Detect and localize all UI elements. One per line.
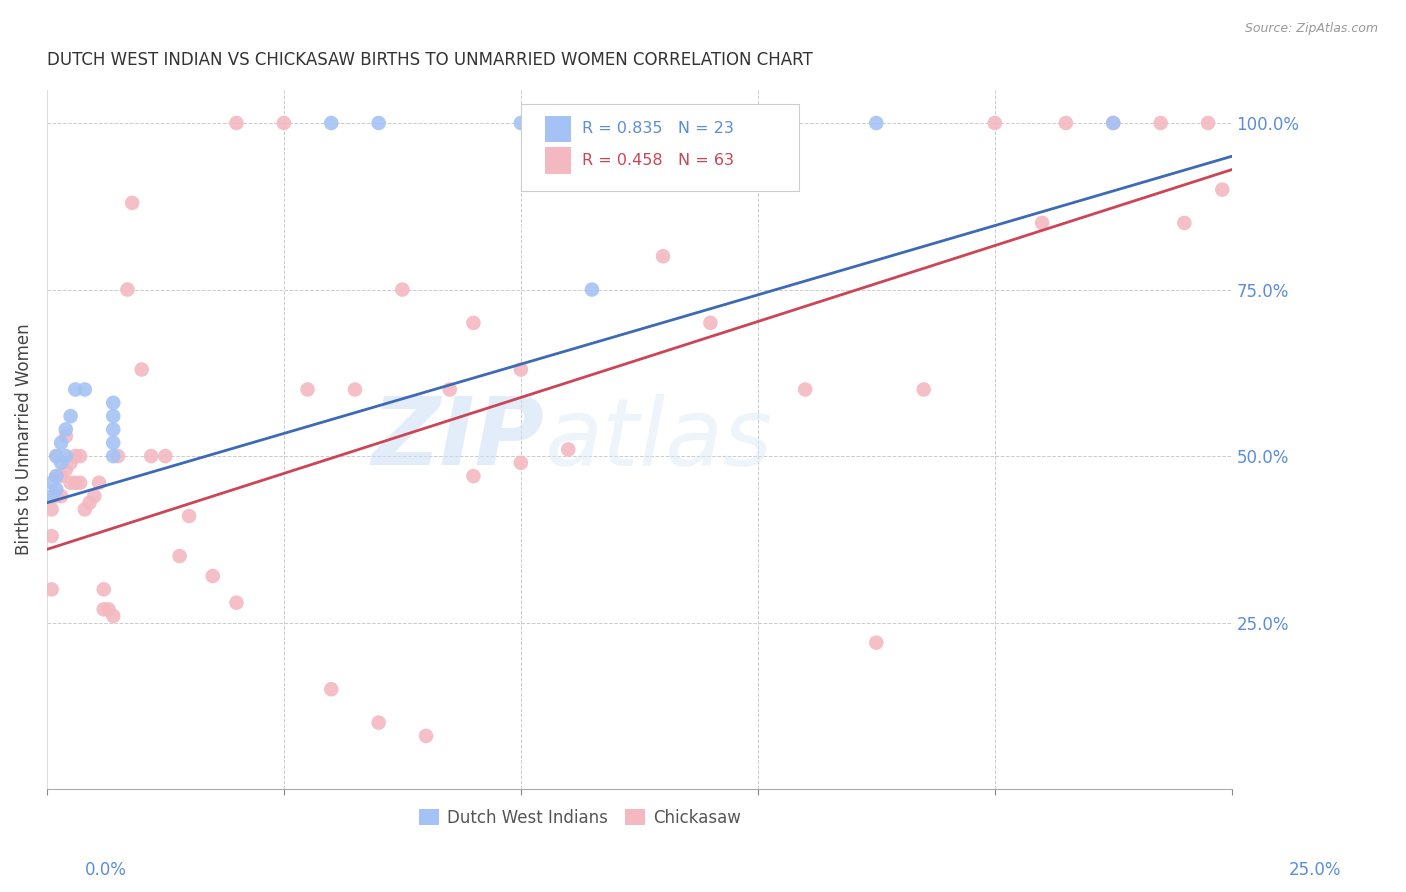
Point (1150, 116, 1173, 130)
Point (103, 422, 125, 436)
Y-axis label: Births to Unmarried Women: Births to Unmarried Women (15, 324, 32, 555)
Point (103, 396, 125, 410)
Point (107, 449, 129, 463)
Point (59, 409, 82, 424)
Bar (544, 147, 571, 174)
Point (1173, 216, 1195, 230)
Point (984, 116, 1007, 130)
Point (45, 483, 67, 497)
Point (59, 456, 82, 470)
Point (1102, 116, 1125, 130)
Point (1102, 116, 1125, 130)
Point (73, 502, 96, 516)
Point (321, 682, 343, 697)
FancyBboxPatch shape (520, 103, 799, 191)
Point (117, 283, 139, 297)
Point (605, 116, 627, 130)
Point (103, 409, 125, 424)
Point (463, 469, 485, 483)
Text: DUTCH WEST INDIAN VS CHICKASAW BIRTHS TO UNMARRIED WOMEN CORRELATION CHART: DUTCH WEST INDIAN VS CHICKASAW BIRTHS TO… (46, 51, 813, 69)
Point (699, 316, 721, 330)
Point (69, 475, 91, 490)
Point (177, 509, 200, 524)
Point (93, 582, 115, 597)
Point (321, 116, 343, 130)
Point (155, 449, 177, 463)
Point (55, 462, 77, 476)
Point (97, 602, 120, 616)
Point (509, 116, 531, 130)
Point (103, 449, 125, 463)
Point (273, 116, 295, 130)
Point (45, 469, 67, 483)
Point (865, 116, 887, 130)
Point (87, 475, 110, 490)
Point (912, 383, 935, 397)
Point (45, 469, 67, 483)
Point (55, 429, 77, 443)
Point (45, 489, 67, 503)
Point (225, 596, 247, 610)
Point (55, 449, 77, 463)
Point (65, 449, 87, 463)
Point (65, 475, 87, 490)
Point (49, 435, 72, 450)
Point (93, 602, 115, 616)
Point (557, 116, 579, 130)
Text: R = 0.458   N = 63: R = 0.458 N = 63 (582, 153, 734, 168)
Point (79, 496, 101, 510)
Text: Source: ZipAtlas.com: Source: ZipAtlas.com (1244, 22, 1378, 36)
Point (1197, 116, 1219, 130)
Point (297, 383, 319, 397)
Point (59, 475, 82, 490)
Text: 0.0%: 0.0% (84, 861, 127, 879)
Point (367, 715, 389, 730)
Point (141, 449, 163, 463)
Bar (544, 116, 571, 142)
Point (49, 469, 72, 483)
Point (103, 435, 125, 450)
Point (45, 449, 67, 463)
Point (83, 489, 105, 503)
Point (49, 456, 72, 470)
Point (391, 283, 413, 297)
Point (41, 502, 63, 516)
Text: ZIP: ZIP (371, 393, 544, 485)
Point (41, 582, 63, 597)
Point (794, 383, 817, 397)
Point (557, 442, 579, 457)
Text: atlas: atlas (544, 394, 773, 485)
Point (55, 422, 77, 436)
Point (415, 729, 437, 743)
Point (73, 383, 96, 397)
Point (169, 549, 191, 563)
Text: 25.0%: 25.0% (1288, 861, 1341, 879)
Point (49, 489, 72, 503)
Point (103, 609, 125, 624)
Point (121, 196, 143, 211)
Point (201, 569, 224, 583)
Point (131, 362, 153, 376)
Point (1211, 183, 1233, 197)
Legend: Dutch West Indians, Chickasaw: Dutch West Indians, Chickasaw (412, 802, 748, 833)
Point (41, 475, 63, 490)
Point (41, 489, 63, 503)
Point (367, 116, 389, 130)
Point (509, 362, 531, 376)
Point (41, 529, 63, 543)
Point (439, 383, 461, 397)
Point (509, 456, 531, 470)
Point (343, 383, 366, 397)
Point (865, 635, 887, 649)
Point (69, 449, 91, 463)
Point (463, 316, 485, 330)
Point (581, 283, 603, 297)
Point (45, 449, 67, 463)
Point (1054, 116, 1077, 130)
Text: R = 0.835   N = 23: R = 0.835 N = 23 (582, 121, 734, 136)
Point (65, 383, 87, 397)
Point (225, 116, 247, 130)
Point (1031, 216, 1053, 230)
Point (652, 249, 675, 263)
